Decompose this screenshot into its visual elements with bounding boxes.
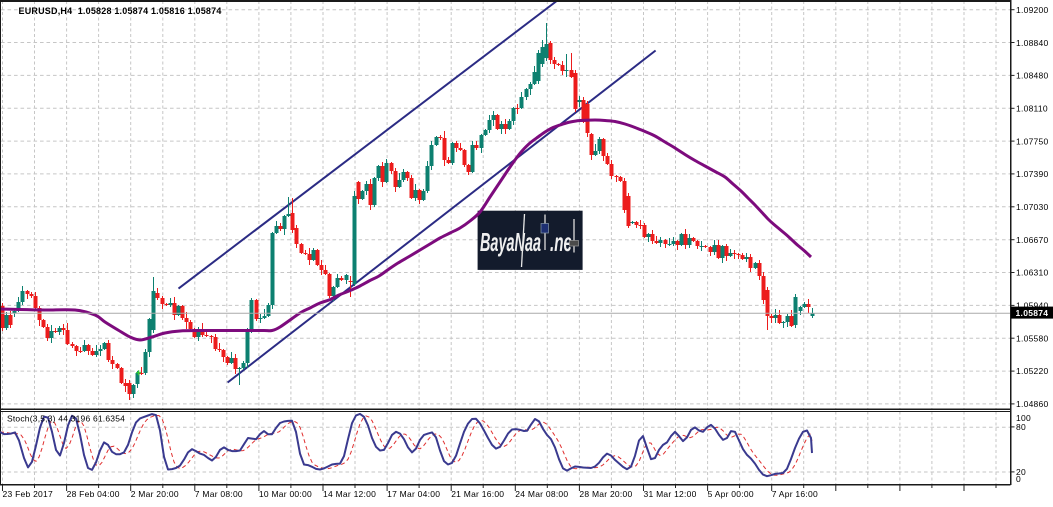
svg-text:Stoch(3,5,3) 44.3196 61.6354: Stoch(3,5,3) 44.3196 61.6354	[7, 414, 125, 424]
svg-text:1.05580: 1.05580	[1016, 333, 1048, 343]
svg-text:1.08110: 1.08110	[1016, 104, 1048, 114]
svg-text:17 Mar 04:00: 17 Mar 04:00	[387, 489, 440, 499]
svg-text:7 Apr 16:00: 7 Apr 16:00	[772, 489, 818, 499]
svg-text:0: 0	[1016, 474, 1021, 484]
svg-text:5 Apr 00:00: 5 Apr 00:00	[708, 489, 754, 499]
svg-text:1.05874: 1.05874	[1016, 308, 1049, 318]
svg-text:1.08480: 1.08480	[1016, 71, 1048, 81]
svg-text:24 Mar 08:00: 24 Mar 08:00	[515, 489, 568, 499]
svg-text:28 Feb 04:00: 28 Feb 04:00	[67, 489, 120, 499]
svg-text:1.07750: 1.07750	[1016, 136, 1048, 146]
svg-text:1.06310: 1.06310	[1016, 268, 1048, 278]
svg-text:1.04860: 1.04860	[1016, 399, 1048, 409]
svg-text:1.08840: 1.08840	[1016, 38, 1048, 48]
svg-text:7 Mar 08:00: 7 Mar 08:00	[195, 489, 243, 499]
svg-text:BayaNaa: BayaNaa	[480, 227, 541, 257]
svg-text:1.05220: 1.05220	[1016, 366, 1048, 376]
svg-text:1.07390: 1.07390	[1016, 169, 1048, 179]
svg-text:23 Feb 2017: 23 Feb 2017	[3, 489, 54, 499]
svg-text:31 Mar 12:00: 31 Mar 12:00	[644, 489, 697, 499]
svg-text:2 Mar 20:00: 2 Mar 20:00	[131, 489, 179, 499]
svg-text:21 Mar 16:00: 21 Mar 16:00	[451, 489, 504, 499]
svg-text:28 Mar 20:00: 28 Mar 20:00	[579, 489, 632, 499]
svg-text:EURUSD,H4 1.05828 1.05874 1.0: EURUSD,H4 1.05828 1.05874 1.05816 1.0587…	[19, 6, 222, 16]
svg-text:80: 80	[1016, 422, 1026, 432]
svg-text:10 Mar 00:00: 10 Mar 00:00	[259, 489, 312, 499]
svg-text:1.09200: 1.09200	[1016, 5, 1048, 15]
svg-text:100: 100	[1016, 413, 1031, 423]
svg-text:14 Mar 12:00: 14 Mar 12:00	[323, 489, 376, 499]
svg-text:1.06670: 1.06670	[1016, 235, 1048, 245]
svg-text:20: 20	[1016, 467, 1026, 477]
svg-text:1.07030: 1.07030	[1016, 202, 1048, 212]
svg-text:.ne: .ne	[550, 227, 572, 257]
svg-text:1.05940: 1.05940	[1016, 301, 1048, 311]
